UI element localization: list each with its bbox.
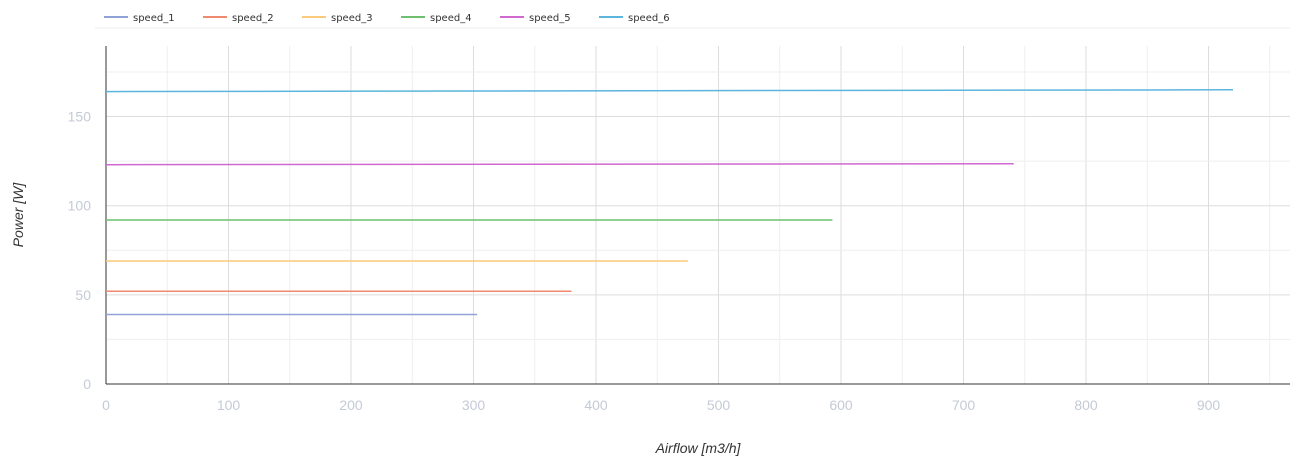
x-tick-label-100: 100 — [217, 397, 241, 413]
legend: speed_1 speed_2 speed_3 speed_4 speed_5 speed… — [104, 13, 670, 24]
y-tick-label-0: 0 — [83, 376, 91, 392]
x-tick-label-400: 400 — [584, 397, 608, 413]
x-tick-label-600: 600 — [829, 397, 853, 413]
y-tick-label-150: 150 — [68, 109, 92, 125]
series-lines — [105, 89, 1234, 316]
tick-labels: 0 100 200 300 400 500 600 700 800 900 0 50 100 150 — [68, 109, 1221, 413]
legend-label-speed_3: speed_3 — [331, 13, 373, 24]
x-tick-label-900: 900 — [1197, 397, 1221, 413]
y-axis-label: Power [W] — [10, 182, 26, 248]
x-tick-label-500: 500 — [707, 397, 731, 413]
legend-label-speed_2: speed_2 — [232, 13, 274, 24]
grid — [106, 46, 1290, 384]
y-tick-label-50: 50 — [75, 287, 91, 303]
x-tick-label-700: 700 — [952, 397, 976, 413]
y-tick-label-100: 100 — [68, 198, 92, 214]
x-axis-label: Airflow [m3/h] — [655, 440, 742, 456]
legend-label-speed_5: speed_5 — [529, 13, 571, 24]
x-tick-label-200: 200 — [339, 397, 363, 413]
series-line-speed_5 — [105, 163, 1014, 166]
legend-label-speed_4: speed_4 — [430, 13, 472, 24]
x-tick-label-0: 0 — [102, 397, 110, 413]
legend-label-speed_1: speed_1 — [133, 13, 175, 24]
x-tick-label-300: 300 — [462, 397, 486, 413]
series-line-speed_6 — [105, 89, 1234, 93]
axes — [105, 46, 1290, 385]
legend-label-speed_6: speed_6 — [628, 13, 670, 24]
x-tick-label-800: 800 — [1074, 397, 1098, 413]
